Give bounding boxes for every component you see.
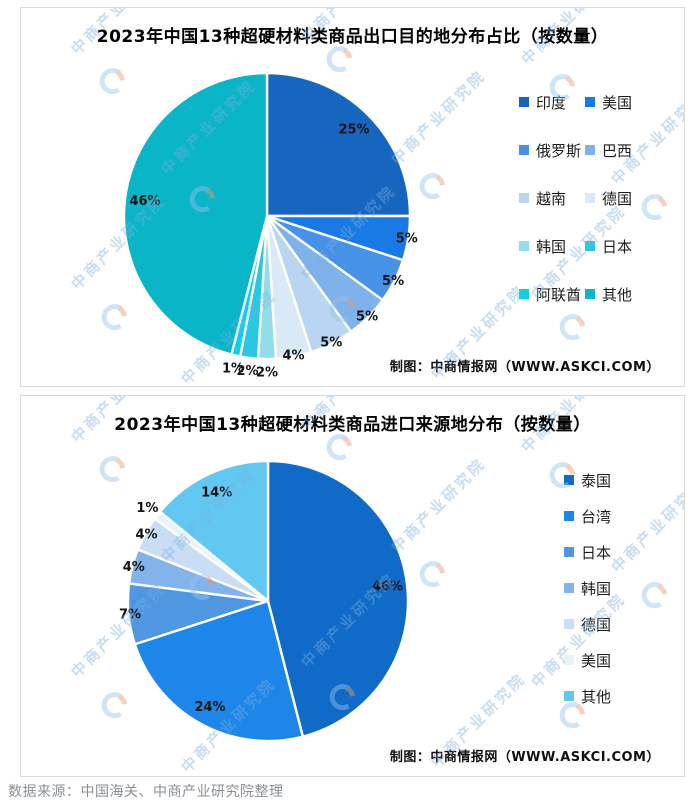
legend-item: 韩国 <box>519 236 585 257</box>
legend-item: 俄罗斯 <box>519 140 585 161</box>
legend-item: 日本 <box>564 542 611 563</box>
legend-swatch <box>519 145 529 155</box>
legend-label: 德国 <box>581 615 612 634</box>
legend-swatch <box>564 547 574 557</box>
legend-item: 日本 <box>585 236 632 257</box>
legend-label: 其他 <box>602 285 633 304</box>
legend-label: 泰国 <box>581 471 612 490</box>
legend-item: 德国 <box>585 188 632 209</box>
percent-label: 1% <box>222 362 244 377</box>
credit-line: 制图：中商情报网（WWW.ASKCI.COM） <box>389 750 660 765</box>
legend-label: 日本 <box>602 237 633 256</box>
credit-line: 制图：中商情报网（WWW.ASKCI.COM） <box>389 360 660 375</box>
legend-label: 美国 <box>602 93 633 112</box>
legend-item: 其他 <box>585 284 632 305</box>
percent-label: 5% <box>356 310 378 325</box>
legend-item: 其他 <box>564 686 611 707</box>
percent-label: 7% <box>119 608 141 623</box>
legend-swatch <box>585 97 595 107</box>
legend-swatch <box>585 145 595 155</box>
pie-slice <box>133 599 305 743</box>
pie-slice <box>158 459 270 603</box>
import-chart-card: 中商产业研究院 中商产业研究院 中商产业研究院 中商产业研究院 中商产业研究院 中商产业研… <box>20 395 685 777</box>
percent-label: 14% <box>201 486 232 501</box>
legend-item: 韩国 <box>564 578 611 599</box>
legend-swatch <box>564 619 574 629</box>
legend-label: 越南 <box>536 189 567 208</box>
legend-item: 越南 <box>519 188 585 209</box>
legend-item: 台湾 <box>564 506 611 527</box>
legend-swatch <box>519 193 529 203</box>
pie-chart: 46% 24% 7% 4% 4% 1% 14% <box>119 459 410 743</box>
legend-label: 巴西 <box>602 141 633 160</box>
legend-label: 俄罗斯 <box>536 141 582 160</box>
pie-slice <box>122 71 269 356</box>
legend-label: 韩国 <box>581 579 612 598</box>
chart-title: 2023年中国13种超硬材料类商品出口目的地分布占比（按数量） <box>96 27 609 47</box>
legend-swatch <box>564 511 574 521</box>
legend-label: 美国 <box>581 651 612 670</box>
legend-label: 其他 <box>581 687 612 706</box>
legend-item: 泰国 <box>564 470 611 491</box>
legend-item: 德国 <box>564 614 611 635</box>
legend-item: 美国 <box>564 650 611 671</box>
legend-item: 巴西 <box>585 140 632 161</box>
legend-label: 韩国 <box>536 237 567 256</box>
percent-label: 2% <box>236 364 258 379</box>
percent-label: 1% <box>136 501 158 516</box>
export-chart-card: 中商产业研究院 中商产业研究院 中商产业研究院 中商产业研究院 中商产业研究院 中商产业研… <box>20 7 685 387</box>
pie-chart: 25%5%5%5%5%4%2%2%1%46% <box>122 71 418 380</box>
percent-label: 25% <box>338 123 369 138</box>
legend-swatch <box>564 583 574 593</box>
legend-item: 美国 <box>585 92 632 113</box>
chart-title: 2023年中国13种超硬材料类商品进口来源地分布（按数量） <box>114 415 591 435</box>
legend: 印度 美国俄罗斯 巴西越南 德国韩国 日本阿联酋 其他 <box>519 78 632 318</box>
percent-label: 5% <box>396 232 418 247</box>
pie-slice <box>265 71 412 218</box>
legend-swatch <box>519 97 529 107</box>
legend-swatch <box>564 475 574 485</box>
legend-swatch <box>585 193 595 203</box>
data-source-note: 数据来源：中国海关、中商产业研究院整理 <box>8 784 284 800</box>
pie-slice <box>266 459 410 738</box>
legend-label: 阿联酋 <box>536 285 582 304</box>
legend-swatch <box>585 241 595 251</box>
legend-item: 印度 <box>519 92 585 113</box>
percent-label: 4% <box>135 528 157 543</box>
legend-label: 印度 <box>536 93 567 112</box>
percent-label: 46% <box>129 194 160 209</box>
percent-label: 24% <box>194 700 225 715</box>
legend-swatch <box>564 691 574 701</box>
legend-swatch <box>564 655 574 665</box>
legend-label: 台湾 <box>581 507 612 526</box>
legend: 泰国台湾日本韩国德国美国其他 <box>564 462 611 714</box>
percent-label: 5% <box>382 274 404 289</box>
legend-swatch <box>519 241 529 251</box>
legend-label: 德国 <box>602 189 633 208</box>
percent-label: 46% <box>372 579 403 594</box>
percent-label: 2% <box>256 365 278 380</box>
legend-swatch <box>585 289 595 299</box>
legend-label: 日本 <box>581 543 612 562</box>
percent-label: 4% <box>123 560 145 575</box>
percent-label: 5% <box>320 336 342 351</box>
legend-swatch <box>519 289 529 299</box>
legend-item: 阿联酋 <box>519 284 585 305</box>
percent-label: 4% <box>282 349 304 364</box>
